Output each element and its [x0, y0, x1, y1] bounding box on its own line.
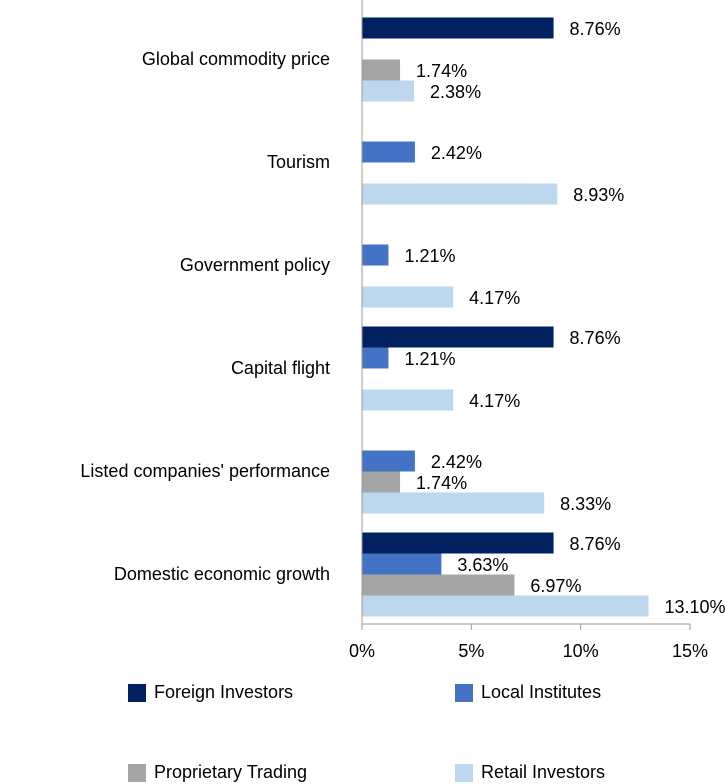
x-tick-label: 5% — [458, 641, 484, 661]
bar — [362, 574, 515, 596]
value-label: 8.93% — [573, 185, 624, 205]
bar — [362, 59, 401, 81]
value-label: 1.21% — [404, 349, 455, 369]
bar — [362, 183, 558, 205]
bar — [362, 326, 554, 348]
value-label: 8.76% — [570, 328, 621, 348]
bar — [362, 492, 545, 514]
category-label: Listed companies' performance — [80, 461, 330, 481]
bar — [362, 347, 389, 369]
x-tick-label: 15% — [672, 641, 708, 661]
bar — [362, 532, 554, 554]
legend-swatch — [128, 684, 146, 702]
category-label: Global commodity price — [142, 49, 330, 69]
value-label: 6.97% — [530, 576, 581, 596]
legend-label: Local Institutes — [481, 682, 601, 702]
bar — [362, 389, 454, 411]
value-label: 8.33% — [560, 494, 611, 514]
legend-label: Foreign Investors — [154, 682, 293, 702]
bar — [362, 244, 389, 266]
bar — [362, 450, 415, 472]
value-label: 1.74% — [416, 61, 467, 81]
category-label: Capital flight — [231, 358, 330, 378]
bar — [362, 141, 415, 163]
value-label: 8.76% — [570, 19, 621, 39]
value-label: 3.63% — [457, 555, 508, 575]
value-label: 1.21% — [404, 246, 455, 266]
bar — [362, 471, 401, 493]
bar — [362, 595, 649, 617]
value-label: 2.42% — [431, 143, 482, 163]
bar — [362, 553, 442, 575]
value-label: 4.17% — [469, 391, 520, 411]
bar — [362, 17, 554, 39]
legend-swatch — [455, 684, 473, 702]
bar — [362, 80, 415, 102]
legend-label: Proprietary Trading — [154, 762, 307, 782]
value-label: 2.42% — [431, 452, 482, 472]
value-label: 1.74% — [416, 473, 467, 493]
value-label: 4.17% — [469, 288, 520, 308]
category-label: Government policy — [180, 255, 330, 275]
category-label: Tourism — [267, 152, 330, 172]
legend-swatch — [455, 764, 473, 782]
value-label: 2.38% — [430, 82, 481, 102]
category-label: Domestic economic growth — [114, 564, 330, 584]
bar — [362, 286, 454, 308]
legend-label: Retail Investors — [481, 762, 605, 782]
x-tick-label: 0% — [349, 641, 375, 661]
legend-swatch — [128, 764, 146, 782]
value-label: 13.10% — [664, 597, 725, 617]
value-label: 8.76% — [570, 534, 621, 554]
x-tick-label: 10% — [563, 641, 599, 661]
